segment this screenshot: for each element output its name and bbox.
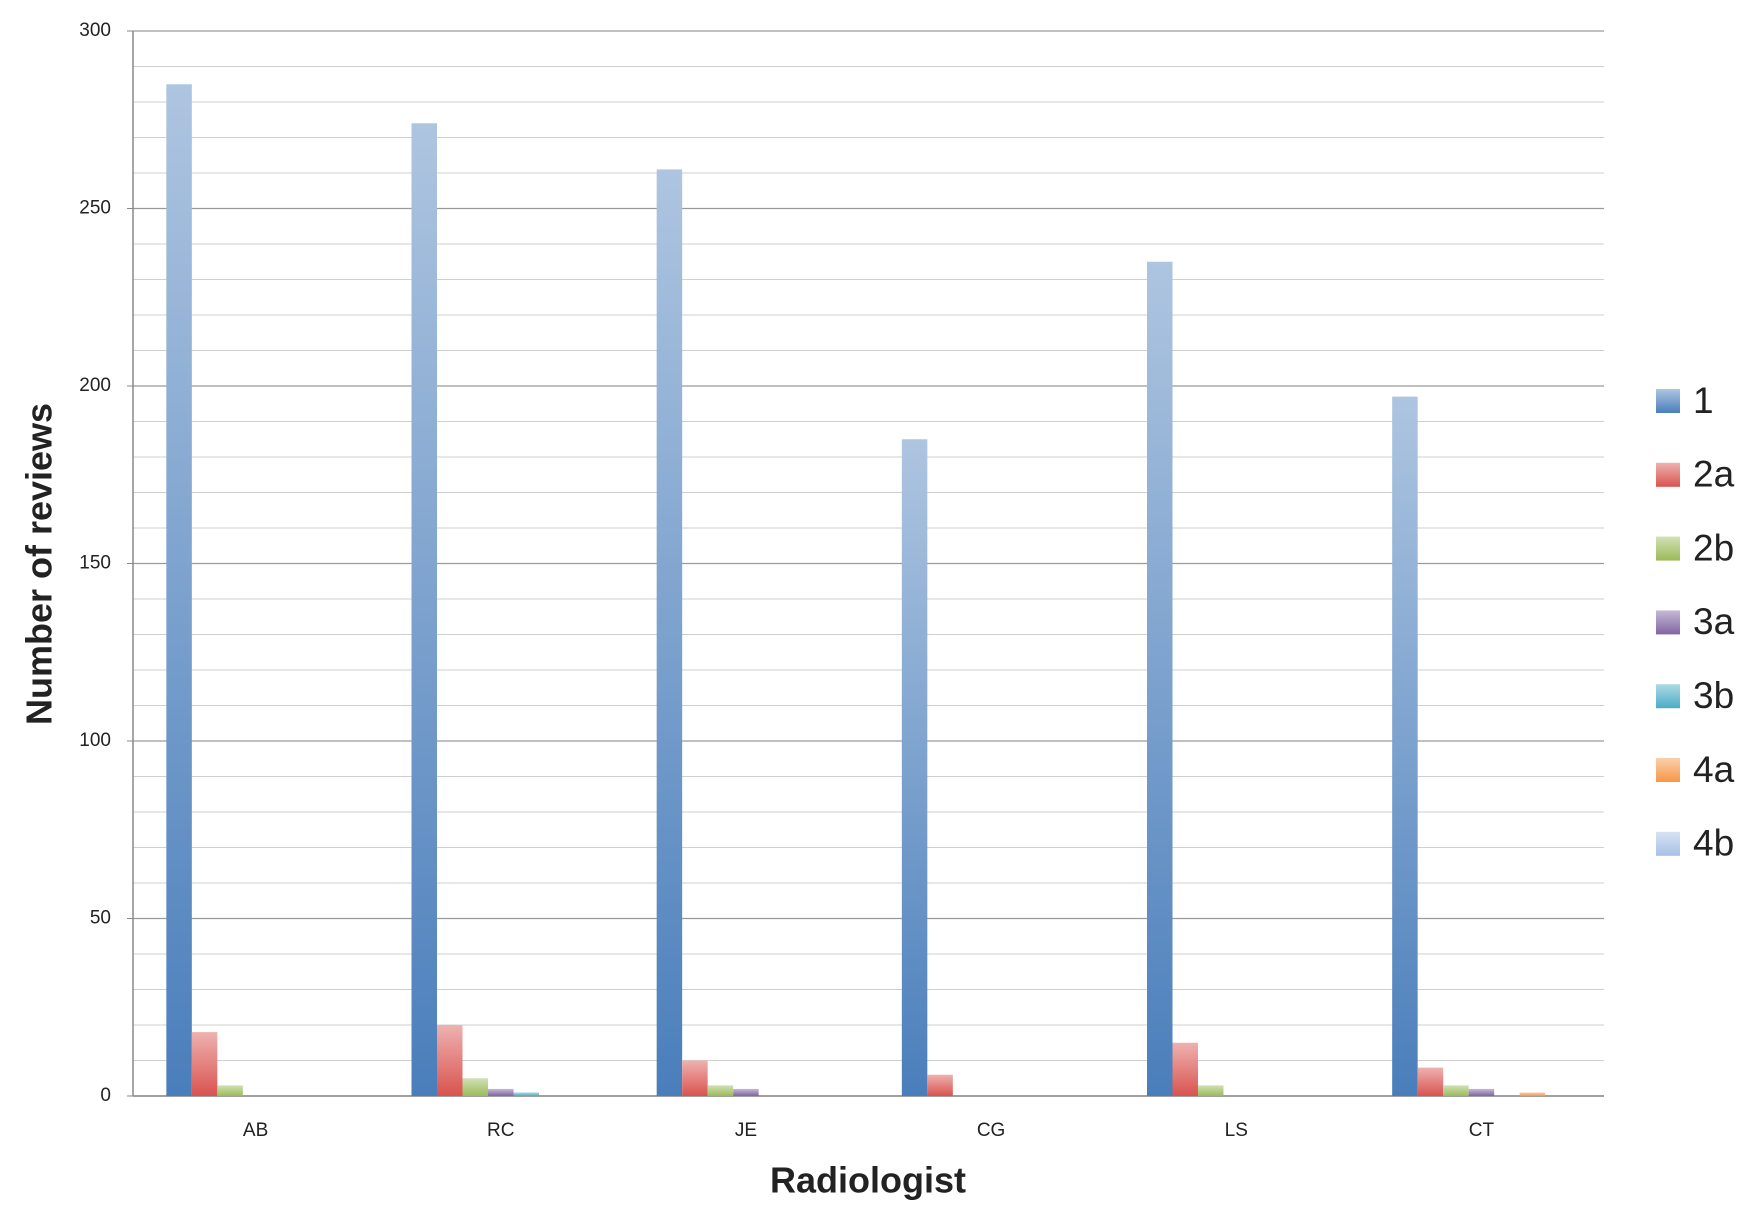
legend-label: 3b	[1693, 675, 1734, 716]
bar	[411, 123, 437, 1097]
y-tick-label: 250	[79, 198, 111, 219]
legend-swatch	[1656, 389, 1680, 413]
bar	[1392, 396, 1418, 1096]
bar	[1172, 1042, 1198, 1096]
x-axis-title: Radiologist	[770, 1160, 966, 1201]
legend-label: 4a	[1693, 749, 1735, 790]
legend-swatch	[1656, 684, 1680, 709]
x-tick-label: AB	[243, 1120, 268, 1141]
bar	[437, 1025, 463, 1096]
y-tick-label: 150	[79, 553, 111, 574]
bar	[682, 1060, 708, 1096]
x-tick-label: CT	[1469, 1120, 1495, 1141]
bar	[488, 1088, 514, 1096]
y-axis-title: Number of reviews	[19, 403, 60, 725]
bar	[927, 1074, 953, 1096]
bar	[513, 1092, 539, 1096]
bar	[733, 1088, 759, 1096]
legend-label: 2b	[1693, 527, 1734, 568]
bar	[707, 1085, 734, 1096]
x-tick-label: JE	[735, 1120, 757, 1141]
legend-swatch	[1656, 831, 1680, 856]
legend-swatch	[1656, 462, 1680, 487]
y-tick-label: 0	[100, 1085, 111, 1106]
bar	[656, 169, 683, 1096]
y-tick-label: 50	[90, 908, 111, 929]
bar	[1443, 1085, 1469, 1096]
bar	[1468, 1088, 1495, 1096]
bar	[1417, 1067, 1444, 1096]
bar	[166, 84, 192, 1096]
legend-swatch	[1656, 536, 1680, 561]
y-tick-label: 200	[79, 375, 111, 396]
x-tick-label: RC	[487, 1120, 514, 1141]
bar	[462, 1078, 488, 1096]
y-tick-label: 300	[79, 20, 111, 41]
bar	[901, 439, 928, 1096]
y-tick-label: 100	[79, 730, 111, 751]
x-tick-label: LS	[1225, 1120, 1248, 1141]
bar	[1147, 261, 1173, 1096]
bar	[1519, 1092, 1546, 1096]
legend-label: 2a	[1693, 454, 1735, 495]
bar	[1198, 1085, 1224, 1096]
legend-swatch	[1656, 758, 1680, 782]
bar	[217, 1085, 243, 1096]
legend-swatch	[1656, 610, 1680, 635]
legend-label: 4b	[1693, 823, 1734, 864]
legend-label: 3a	[1693, 601, 1735, 642]
legend-label: 1	[1693, 380, 1714, 421]
x-tick-label: CG	[977, 1120, 1006, 1141]
bar	[191, 1032, 218, 1096]
